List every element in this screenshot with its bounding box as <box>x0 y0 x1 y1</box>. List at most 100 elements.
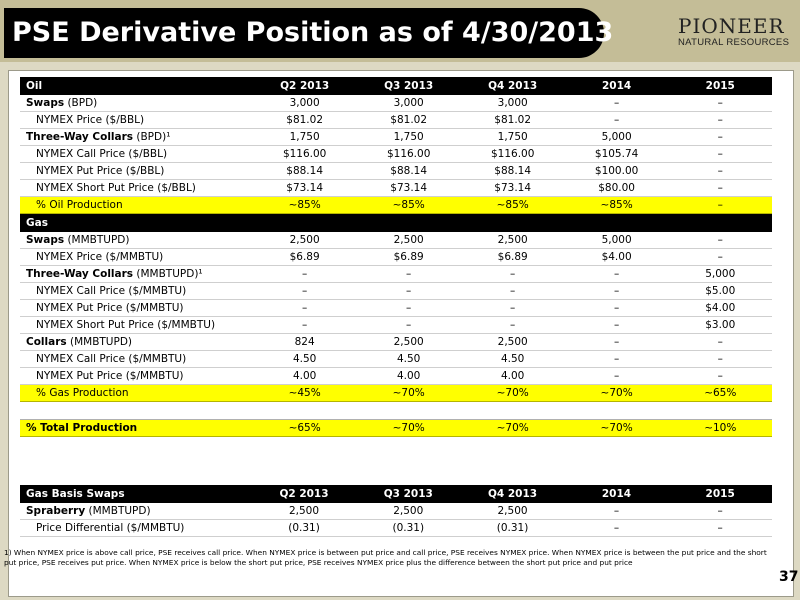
table-row: NYMEX Call Price ($/MMBTU) – – – – $5.00 <box>20 282 772 300</box>
value-cell: 4.50 <box>460 350 565 368</box>
row-label: NYMEX Put Price ($/MMBTU) <box>20 299 253 317</box>
table-row: NYMEX Price ($/BBL) $81.02 $81.02 $81.02– – <box>20 111 772 129</box>
value-cell: – <box>564 350 669 368</box>
value-cell: 5,000 <box>564 128 669 146</box>
row-label: % Oil Production <box>20 196 253 214</box>
table-row: NYMEX Call Price ($/MMBTU) 4.50 4.50 4.50– – <box>20 350 772 368</box>
row-label: NYMEX Call Price ($/MMBTU) <box>20 282 253 300</box>
value-cell: – <box>564 282 669 300</box>
row-label: NYMEX Short Put Price ($/MMBTU) <box>20 316 253 334</box>
value-cell: – <box>356 282 461 300</box>
value-cell: ~65% <box>668 384 772 402</box>
value-cell: ~85% <box>564 196 669 214</box>
value-cell: ~85% <box>460 196 565 214</box>
row-label-unit: (MMBTUPD) <box>85 505 151 517</box>
value-cell: – <box>460 316 565 334</box>
value-cell: 4.50 <box>252 350 357 368</box>
value-cell: – <box>668 248 772 266</box>
row-label: Swaps (MMBTUPD) <box>20 231 253 249</box>
value-cell: 2,500 <box>356 231 461 249</box>
value-cell: $116.00 <box>460 145 565 163</box>
value-cell: $4.00 <box>564 248 669 266</box>
value-cell: ~65% <box>252 419 357 437</box>
value-cell: – <box>460 265 565 283</box>
value-cell: – <box>668 162 772 180</box>
value-cell: 1,750 <box>460 128 565 146</box>
row-label: Three-Way Collars (BPD)¹ <box>20 128 253 146</box>
value-cell: – <box>564 299 669 317</box>
value-cell: – <box>668 350 772 368</box>
empty-cell <box>460 401 565 420</box>
column-header: 2014 <box>564 485 669 503</box>
table-row: NYMEX Put Price ($/BBL) $88.14 $88.14 $88.1… <box>20 162 772 180</box>
row-label: NYMEX Call Price ($/BBL) <box>20 145 253 163</box>
empty-cell <box>564 213 669 232</box>
value-cell: $5.00 <box>668 282 772 300</box>
oil-header-row: Oil Q2 2013 Q3 2013 Q4 2013 2014 2015 <box>20 77 772 95</box>
value-cell: 5,000 <box>668 265 772 283</box>
value-cell: $6.89 <box>356 248 461 266</box>
basis-header-row: Gas Basis Swaps Q2 2013 Q3 2013 Q4 2013 2014… <box>20 485 772 503</box>
value-cell: – <box>356 299 461 317</box>
value-cell: (0.31) <box>460 519 565 537</box>
value-cell: (0.31) <box>356 519 461 537</box>
column-header: 2014 <box>564 77 669 95</box>
gas-header-row: Gas <box>20 213 772 232</box>
value-cell: $105.74 <box>564 145 669 163</box>
row-label: NYMEX Call Price ($/MMBTU) <box>20 350 253 368</box>
row-label: % Gas Production <box>20 384 253 402</box>
value-cell: – <box>564 519 669 537</box>
value-cell: $116.00 <box>356 145 461 163</box>
value-cell: – <box>564 94 669 112</box>
value-cell: – <box>252 282 357 300</box>
total-production-row: % Total Production ~65% ~70% ~70% ~70% ~10% <box>20 419 772 437</box>
value-cell: 2,500 <box>252 231 357 249</box>
row-label: NYMEX Price ($/BBL) <box>20 111 253 129</box>
value-cell: – <box>668 333 772 351</box>
value-cell: $88.14 <box>252 162 357 180</box>
value-cell: $73.14 <box>252 179 357 197</box>
value-cell: – <box>668 196 772 214</box>
value-cell: 2,500 <box>356 502 461 520</box>
row-label: Spraberry (MMBTUPD) <box>20 502 252 520</box>
header-band: PSE Derivative Position as of 4/30/2013 … <box>0 0 800 62</box>
row-label-unit: (MMBTUPD)¹ <box>133 268 203 280</box>
value-cell: ~70% <box>460 419 565 437</box>
oil-production-row: % Oil Production ~85% ~85% ~85% ~85% – <box>20 196 772 214</box>
column-header: Q4 2013 <box>460 485 565 503</box>
value-cell: $6.89 <box>460 248 565 266</box>
company-logo: PIONEER NATURAL RESOURCES <box>678 14 796 50</box>
value-cell: – <box>564 265 669 283</box>
table-row: Spraberry (MMBTUPD) 2,500 2,500 2,500– – <box>20 502 772 520</box>
table-row: Three-Way Collars (BPD)¹ 1,750 1,750 1,750 5… <box>20 128 772 146</box>
value-cell: 2,500 <box>460 502 565 520</box>
logo-line1: PIONEER <box>678 14 785 38</box>
value-cell: – <box>668 94 772 112</box>
footnote: 1) When NYMEX price is above call price,… <box>4 548 767 567</box>
value-cell: 4.50 <box>356 350 461 368</box>
table-row: NYMEX Put Price ($/MMBTU) – – – – $4.00 <box>20 299 772 317</box>
value-cell: ~70% <box>460 384 565 402</box>
value-cell: – <box>460 299 565 317</box>
value-cell: – <box>564 502 669 520</box>
row-label: NYMEX Put Price ($/BBL) <box>20 162 253 180</box>
row-label-unit: (MMBTUPD) <box>64 234 130 246</box>
row-label: Three-Way Collars (MMBTUPD)¹ <box>20 265 253 283</box>
value-cell: – <box>668 111 772 129</box>
value-cell: 3,000 <box>356 94 461 112</box>
value-cell: 4.00 <box>252 367 357 385</box>
header-label: Oil <box>20 77 253 95</box>
empty-cell <box>252 401 357 420</box>
row-label: NYMEX Short Put Price ($/BBL) <box>20 179 253 197</box>
value-cell: $81.02 <box>252 111 357 129</box>
value-cell: – <box>668 367 772 385</box>
value-cell: ~70% <box>356 419 461 437</box>
value-cell: $80.00 <box>564 179 669 197</box>
page-title: PSE Derivative Position as of 4/30/2013 <box>12 17 614 48</box>
value-cell: 2,500 <box>460 333 565 351</box>
value-cell: – <box>668 231 772 249</box>
row-label-bold: Collars <box>26 336 67 348</box>
value-cell: 4.00 <box>460 367 565 385</box>
row-label: Swaps (BPD) <box>20 94 253 112</box>
empty-cell <box>252 213 357 232</box>
